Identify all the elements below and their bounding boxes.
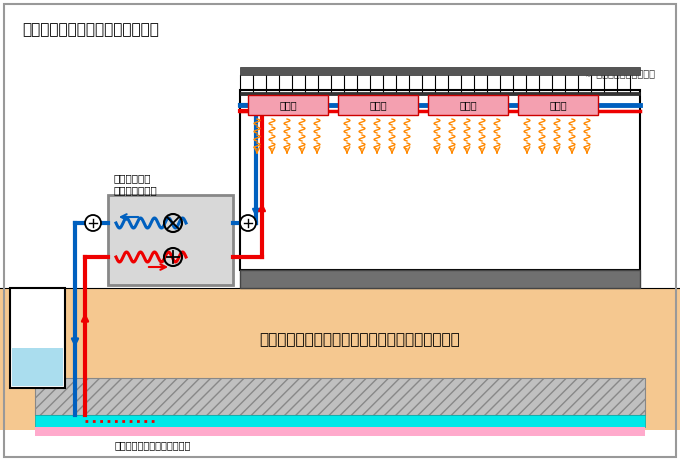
Bar — [35, 427, 645, 436]
Circle shape — [85, 215, 101, 231]
Text: 室内機: 室内機 — [369, 100, 387, 110]
Text: ※ 給湯システムの追加可: ※ 給湯システムの追加可 — [585, 68, 655, 78]
Bar — [35, 378, 645, 415]
Circle shape — [240, 215, 256, 231]
Bar — [240, 90, 640, 270]
Text: 室内機: 室内機 — [459, 100, 477, 110]
Bar — [240, 67, 640, 75]
Bar — [248, 95, 328, 115]
Bar — [240, 270, 640, 288]
Text: 下水熱利用　空調システム概念図: 下水熱利用 空調システム概念図 — [22, 22, 159, 37]
Bar — [0, 288, 680, 430]
Text: 室内機: 室内機 — [279, 100, 296, 110]
Bar — [108, 195, 233, 285]
Bar — [10, 288, 65, 388]
Text: 室内機: 室内機 — [549, 100, 567, 110]
Text: 更生管＋下水熱回収システム: 更生管＋下水熱回収システム — [115, 440, 191, 450]
Bar — [338, 95, 418, 115]
Bar — [35, 415, 645, 427]
Bar — [240, 92, 640, 95]
Text: 管路更生工事と同時に下水熱回収システムを設置: 管路更生工事と同時に下水熱回収システムを設置 — [260, 332, 460, 348]
Bar — [428, 95, 508, 115]
Text: ポンプユニット: ポンプユニット — [113, 185, 157, 195]
Text: 水熱源ヒート: 水熱源ヒート — [113, 173, 150, 183]
Bar — [518, 95, 598, 115]
Bar — [12, 348, 63, 386]
